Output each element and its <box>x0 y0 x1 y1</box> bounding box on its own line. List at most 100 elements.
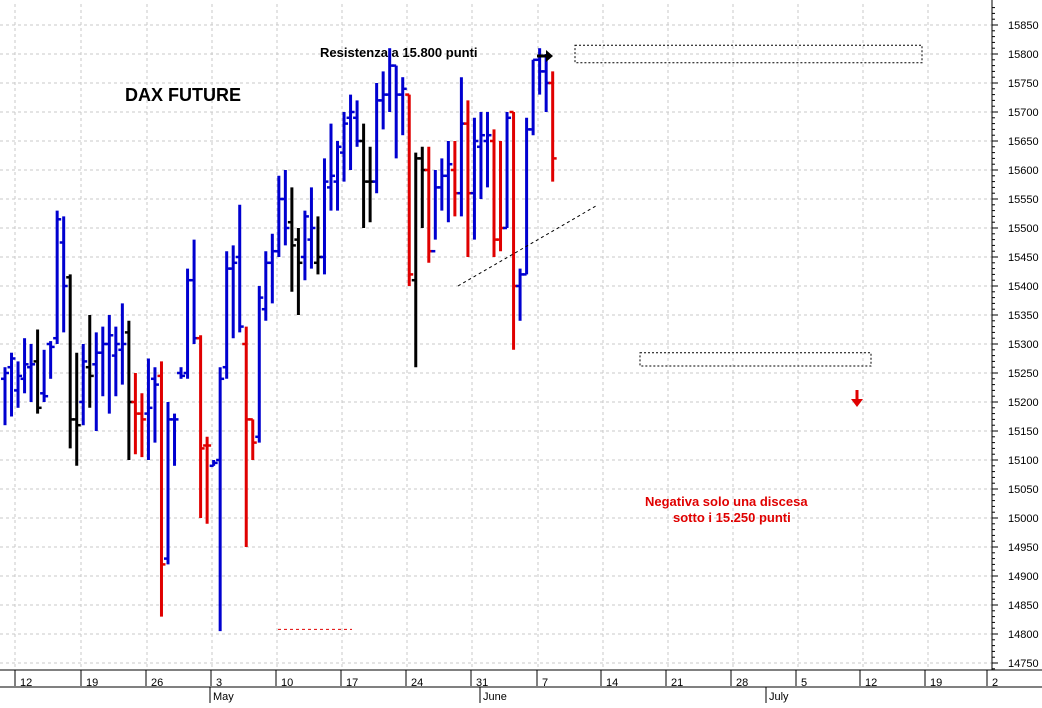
x-month-label: July <box>769 691 789 703</box>
y-tick-label: 15500 <box>1008 223 1039 235</box>
ohlc-bar <box>59 216 68 333</box>
y-tick-label: 15000 <box>1008 513 1039 525</box>
ohlc-bar <box>313 216 322 275</box>
y-tick-label: 15750 <box>1008 78 1039 90</box>
ohlc-bar <box>27 344 36 402</box>
ohlc-bar <box>40 349 49 402</box>
ohlc-bar <box>287 187 296 292</box>
negative-note-line1: Negativa solo una discesa <box>645 494 808 509</box>
ohlc-bar <box>248 418 257 460</box>
ohlc-bar <box>66 274 75 449</box>
x-tick-label: 28 <box>736 677 748 689</box>
ohlc-bar <box>124 320 133 460</box>
ohlc-bar <box>1 367 9 426</box>
y-tick-label: 15350 <box>1008 310 1039 322</box>
y-tick-label: 15700 <box>1008 107 1039 119</box>
down-arrow-icon <box>851 390 863 407</box>
ohlc-bar <box>490 129 498 257</box>
ohlc-bar <box>72 352 81 466</box>
ohlc-bar <box>327 123 335 211</box>
negative-note-line2: sotto i 15.250 punti <box>673 510 791 525</box>
ohlc-bar <box>268 233 277 304</box>
y-tick-label: 15450 <box>1008 252 1039 264</box>
ohlc-bar <box>190 239 199 344</box>
y-tick-label: 14950 <box>1008 542 1039 554</box>
ohlc-bar <box>366 146 375 223</box>
ohlc-bar <box>437 158 446 211</box>
ohlc-bar <box>509 110 518 350</box>
ohlc-bar <box>79 344 88 426</box>
y-tick-label: 14800 <box>1008 629 1039 641</box>
y-tick-label: 15250 <box>1008 368 1039 380</box>
ohlc-bar <box>411 152 420 368</box>
ohlc-bar <box>359 123 368 228</box>
ohlc-bar <box>216 367 225 632</box>
bars-layer <box>1 48 557 632</box>
ohlc-bar <box>164 402 172 565</box>
y-tick-label: 14750 <box>1008 658 1039 670</box>
x-tick-label: 26 <box>151 677 163 689</box>
x-tick-label: 24 <box>411 677 423 689</box>
ohlc-bar <box>398 77 407 136</box>
ohlc-bar <box>463 100 472 257</box>
y-tick-label: 14900 <box>1008 571 1039 583</box>
ohlc-bar <box>144 358 153 460</box>
y-tick-label: 15300 <box>1008 339 1039 351</box>
x-tick-label: 10 <box>281 677 293 689</box>
ohlc-bar <box>242 326 251 547</box>
resistance-note: Resistenza a 15.800 punti <box>320 45 478 60</box>
x-tick-label: 2 <box>992 677 998 689</box>
ohlc-bar <box>196 335 205 518</box>
y-tick-label: 15800 <box>1008 49 1039 61</box>
ohlc-bar <box>118 303 127 385</box>
ohlc-bar <box>333 141 342 211</box>
x-tick-label: 19 <box>930 677 942 689</box>
ohlc-bar <box>7 352 16 417</box>
ohlc-bar <box>444 141 453 223</box>
ohlc-bar <box>516 268 525 321</box>
ohlc-bar <box>431 170 440 253</box>
ohlc-bar <box>379 71 388 130</box>
ohlc-bar <box>470 117 479 240</box>
ohlc-bar <box>548 71 557 182</box>
trend-line <box>457 204 599 287</box>
ohlc-bar <box>33 329 42 414</box>
x-month-label: May <box>213 691 234 703</box>
x-tick-label: 3 <box>216 677 222 689</box>
ohlc-bar <box>92 332 101 431</box>
y-tick-label: 15050 <box>1008 484 1039 496</box>
grid-layer <box>0 4 992 670</box>
ohlc-bar <box>496 141 505 252</box>
ohlc-bar <box>85 315 94 408</box>
ohlc-bar <box>274 175 283 257</box>
ohlc-bar <box>424 146 433 263</box>
ohlc-bar <box>255 286 264 443</box>
ohlc-bar <box>177 367 186 379</box>
ohlc-bar <box>150 367 159 443</box>
x-tick-label: 5 <box>801 677 807 689</box>
y-tick-label: 15400 <box>1008 281 1039 293</box>
annotation-layer: DAX FUTURE Resistenza a 15.800 punti Neg… <box>125 44 923 630</box>
ohlc-bar <box>14 361 23 408</box>
ohlc-bar <box>340 112 349 182</box>
ohlc-bar <box>281 170 290 246</box>
x-tick-label: 14 <box>606 677 618 689</box>
ohlc-bar <box>418 146 427 228</box>
y-tick-label: 14850 <box>1008 600 1039 612</box>
ohlc-bar <box>183 268 192 379</box>
resistance-box <box>574 44 923 64</box>
arrow-head <box>546 50 553 62</box>
y-tick-label: 15200 <box>1008 397 1039 409</box>
y-tick-label: 15650 <box>1008 136 1039 148</box>
ohlc-bar <box>203 436 212 524</box>
ohlc-bar <box>503 112 512 230</box>
ohlc-bar <box>105 315 114 414</box>
x-tick-label: 31 <box>476 677 488 689</box>
ohlc-bar <box>235 204 244 333</box>
ohlc-bar <box>457 77 466 217</box>
ohlc-bar <box>209 460 218 468</box>
ohlc-bar <box>476 112 485 199</box>
